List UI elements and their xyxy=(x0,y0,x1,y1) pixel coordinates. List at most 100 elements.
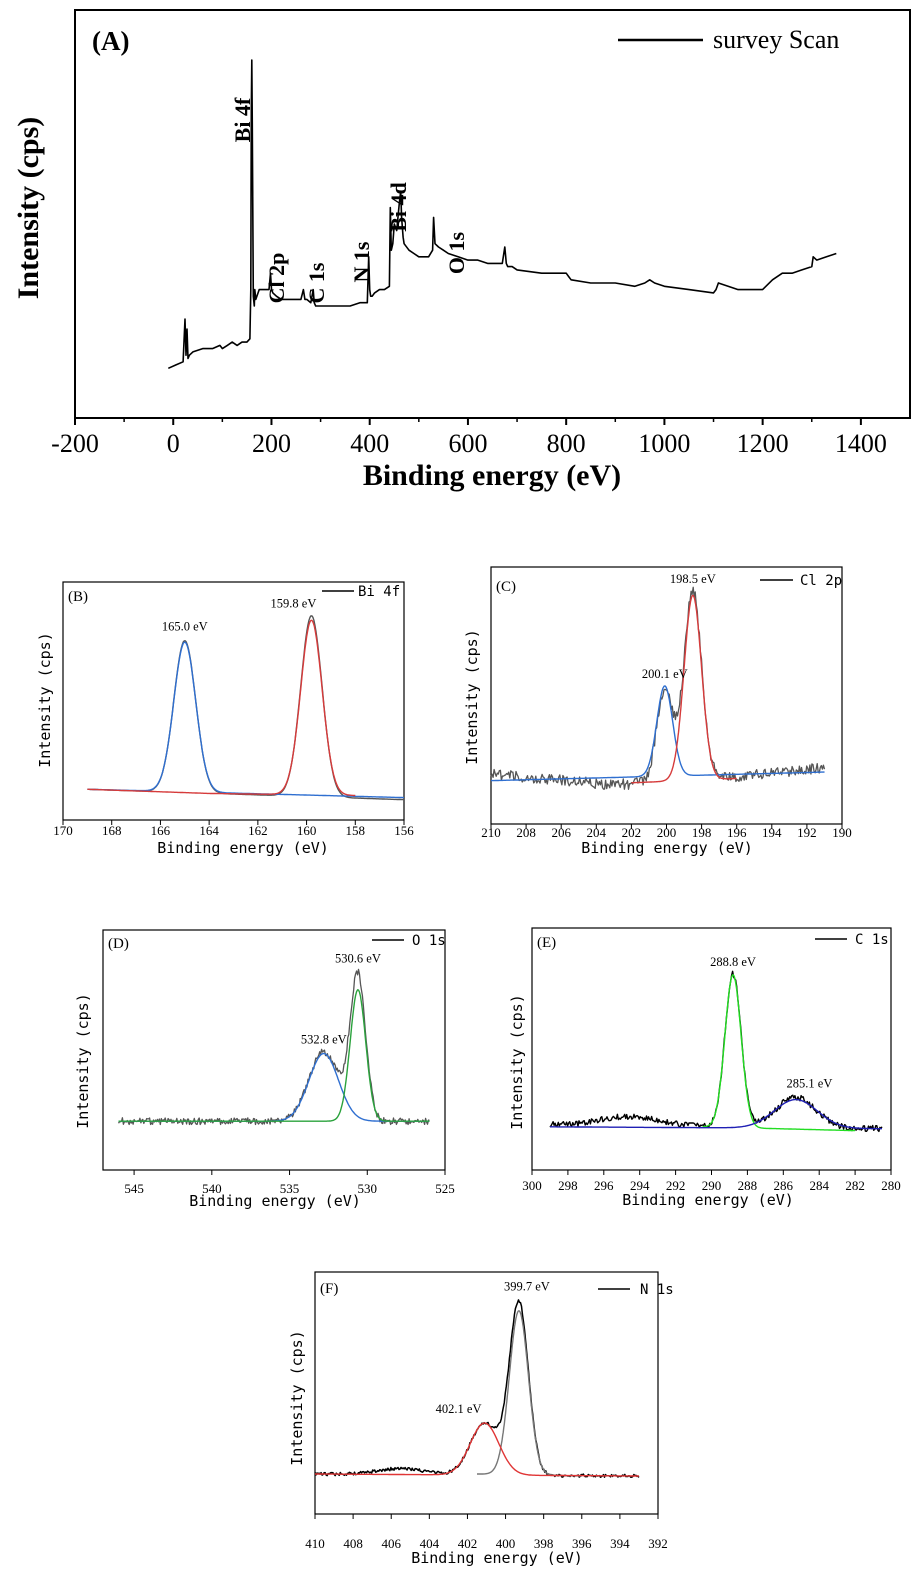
plot-frame xyxy=(102,929,446,1171)
chart-panel-1: -200 0 200 400 600 800 1000 1200 1400 Binding ene… xyxy=(12,9,911,492)
x-tick-label: 194 xyxy=(762,825,782,840)
peak-annotation: Bi 4d xyxy=(386,182,411,232)
legend-label: Cl 2p xyxy=(800,573,842,589)
x-tick-label: 392 xyxy=(648,1536,668,1551)
peak-annotation: 285.1 eV xyxy=(787,1077,833,1091)
x-tick-label: 288 xyxy=(738,1178,758,1193)
peak-annotation: Cl 2p xyxy=(264,253,289,304)
x-tick-label: 530 xyxy=(358,1181,378,1196)
x-tick-label: 290 xyxy=(702,1178,722,1193)
x-axis-label: Binding energy (eV) xyxy=(157,839,329,857)
series-line xyxy=(167,59,837,370)
x-tick-label: 286 xyxy=(774,1178,794,1193)
series-line xyxy=(550,1098,882,1130)
x-tick-label: 400 xyxy=(350,429,389,458)
x-tick-label: 396 xyxy=(572,1536,592,1551)
x-tick-label: 406 xyxy=(381,1536,401,1551)
x-tick-label: 196 xyxy=(727,825,747,840)
x-tick-label: 1200 xyxy=(737,429,789,458)
panel-label: (D) xyxy=(108,936,129,952)
peak-annotation: 402.1 eV xyxy=(436,1402,482,1416)
plot-frame xyxy=(62,581,405,821)
x-axis-label: Binding energy (eV) xyxy=(363,459,621,492)
y-axis-label: Intensity (cps) xyxy=(74,993,92,1128)
panel-label: (A) xyxy=(92,26,129,56)
series-line xyxy=(118,1052,430,1122)
panel-label: (C) xyxy=(496,579,516,595)
x-tick-label: 192 xyxy=(797,825,817,840)
x-tick-label: 210 xyxy=(481,825,501,840)
x-tick-label: -200 xyxy=(51,429,99,458)
x-tick-label: 156 xyxy=(394,823,414,838)
x-tick-label: 284 xyxy=(809,1178,829,1193)
peak-annotation: 532.8 eV xyxy=(301,1033,347,1047)
peak-annotation: 530.6 eV xyxy=(335,952,381,966)
series-line xyxy=(490,586,826,790)
x-tick-label: 535 xyxy=(280,1181,300,1196)
chart-panel-2: 170 168 166 164 162 160 158 156 Binding energy (… xyxy=(36,581,414,857)
x-tick-label: 160 xyxy=(297,823,317,838)
panel-label: (B) xyxy=(68,589,88,605)
x-tick-label: 280 xyxy=(881,1178,901,1193)
panel-label: (E) xyxy=(537,935,556,951)
x-tick-label: 1000 xyxy=(638,429,690,458)
series-line xyxy=(491,685,825,782)
plot-frame xyxy=(314,1271,659,1515)
x-tick-label: 300 xyxy=(522,1178,542,1193)
x-axis-label: Binding energy (eV) xyxy=(622,1191,794,1209)
series-line xyxy=(631,594,738,784)
x-tick-label: 398 xyxy=(534,1536,554,1551)
x-axis-label: Binding energy (eV) xyxy=(411,1549,583,1567)
x-tick-label: 292 xyxy=(666,1178,686,1193)
x-axis-label: Binding energy (eV) xyxy=(189,1192,361,1210)
series-line xyxy=(87,619,356,797)
x-tick-label: 800 xyxy=(547,429,586,458)
peak-annotation: Bi 4f xyxy=(230,97,255,142)
series-line xyxy=(476,1310,583,1477)
x-tick-label: 600 xyxy=(448,429,487,458)
x-tick-label: 170 xyxy=(53,823,73,838)
peak-annotation: C 1s xyxy=(304,262,329,303)
peak-annotation: 198.5 eV xyxy=(670,572,716,586)
x-tick-label: 282 xyxy=(845,1178,865,1193)
x-tick-label: 158 xyxy=(346,823,366,838)
x-tick-label: 400 xyxy=(496,1536,516,1551)
series-line xyxy=(87,615,405,801)
x-tick-label: 200 xyxy=(657,825,677,840)
chart-panel-6: 410 408 406 404 402 400 398 396 394 392 Binding en… xyxy=(288,1271,674,1567)
peak-annotation: 288.8 eV xyxy=(710,955,756,969)
x-tick-label: 208 xyxy=(516,825,536,840)
legend-label: O 1s xyxy=(412,933,446,949)
plot-frame xyxy=(74,9,911,419)
x-tick-label: 198 xyxy=(692,825,712,840)
x-tick-label: 410 xyxy=(305,1536,325,1551)
x-tick-label: 408 xyxy=(343,1536,363,1551)
y-axis-label: Intensity (cps) xyxy=(288,1330,306,1465)
x-tick-label: 204 xyxy=(587,825,607,840)
plot-frame xyxy=(490,566,843,825)
x-tick-label: 394 xyxy=(610,1536,630,1551)
x-tick-label: 168 xyxy=(102,823,122,838)
series-line xyxy=(117,968,430,1126)
peak-annotation: N 1s xyxy=(349,241,374,282)
x-tick-label: 545 xyxy=(124,1181,144,1196)
x-tick-label: 1400 xyxy=(835,429,887,458)
series-line xyxy=(118,989,430,1122)
x-axis-label: Binding energy (eV) xyxy=(581,839,753,857)
x-tick-label: 404 xyxy=(420,1536,440,1551)
y-axis-label: Intensity (cps) xyxy=(12,117,45,300)
y-axis-label: Intensity (cps) xyxy=(36,632,54,767)
x-tick-label: 0 xyxy=(167,429,180,458)
x-tick-label: 525 xyxy=(435,1181,455,1196)
peak-annotation: 200.1 eV xyxy=(642,667,688,681)
chart-panel-4: 545 540 535 530 525 Binding energy (eV) Intens… xyxy=(74,929,455,1210)
legend-label: C 1s xyxy=(855,932,889,948)
chart-panel-3: 210 208 206 204 202 200 198 196 194 192 190 Binding… xyxy=(463,566,852,857)
peak-annotation: 399.7 eV xyxy=(504,1279,550,1293)
series-line xyxy=(315,1422,639,1477)
peak-annotation: 159.8 eV xyxy=(271,597,317,611)
peak-annotation: O 1s xyxy=(444,231,469,274)
series-line xyxy=(87,641,404,799)
x-tick-label: 202 xyxy=(622,825,642,840)
